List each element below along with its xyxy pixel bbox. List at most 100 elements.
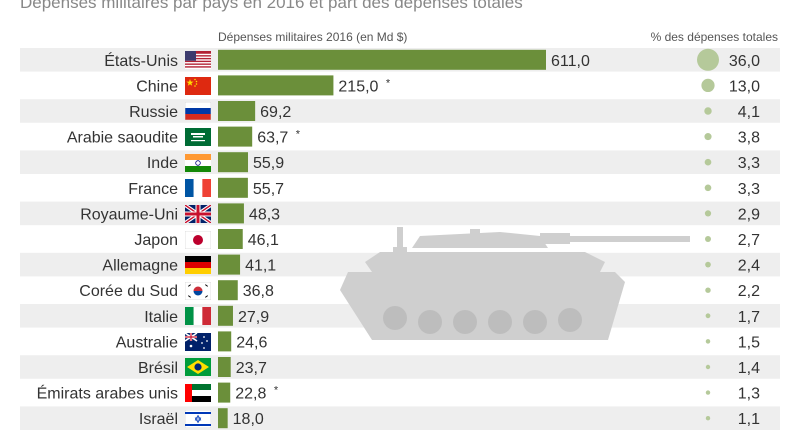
share-value-label: 3,8 [738,130,760,147]
country-label: Inde [147,155,178,172]
country-label: Émirats arabes unis [37,384,178,403]
estimate-marker: * [296,129,301,141]
country-label: États-Unis [104,51,178,70]
share-axis-label: % des dépenses totales [651,30,778,44]
share-bubble [704,235,712,243]
share-value-label: 1,4 [738,360,760,377]
share-value-label: 1,1 [738,411,760,428]
estimate-marker: * [386,77,391,89]
share-bubble [705,390,711,395]
flag-it-icon [185,307,211,325]
share-bubble [697,48,719,71]
country-label: Brésil [138,360,178,377]
share-value-label: 4,1 [738,104,760,121]
flag-de-icon [185,256,211,274]
spending-bar [218,408,228,429]
spending-bar [218,49,546,70]
spending-value-label: 41,1 [245,258,276,275]
flag-br-icon [185,358,211,376]
row-band [20,150,780,174]
share-bubble [705,416,711,421]
share-value-label: 2,2 [738,283,760,300]
country-label: Arabie saoudite [67,130,178,147]
spending-value-label: 46,1 [248,232,279,249]
country-label: Corée du Sud [79,283,178,300]
flag-us-icon [185,51,211,69]
spending-bar [218,75,334,96]
country-label: France [128,181,178,198]
share-bubble [701,78,715,93]
spending-value-label: 69,2 [260,104,291,121]
spending-bar [218,101,256,121]
flag-sa-icon [185,128,211,146]
country-label: Royaume-Uni [80,206,178,223]
spending-value-label: 18,0 [233,411,264,428]
share-bubble [705,364,711,370]
estimate-marker: * [274,385,279,397]
country-label: Japon [134,232,178,249]
bar-axis-label: Dépenses militaires 2016 (en Md $) [218,30,407,44]
share-bubble [704,184,712,192]
spending-value-label: 55,9 [253,155,284,172]
spending-bar [218,331,232,352]
chart-title: Dépenses militaires par pays en 2016 et … [20,0,523,12]
flag-jp-icon [185,231,211,249]
spending-value-label: 215,0 [338,78,378,95]
share-value-label: 1,7 [738,309,760,326]
share-bubble [705,261,711,268]
share-bubble [705,287,711,293]
row-band [20,406,780,430]
spending-value-label: 36,8 [243,283,274,300]
share-value-label: 3,3 [738,181,760,198]
share-bubble [705,339,711,344]
chart-rows: États-Unis 611,0 36,0 Chine 215,0 * 13,0 Russie… [37,48,760,429]
share-value-label: 1,3 [738,386,760,403]
tank-silhouette-icon [340,227,690,340]
share-value-label: 1,5 [738,334,760,351]
spending-bar [218,280,238,301]
share-value-label: 36,0 [729,53,760,70]
share-bubble [704,133,712,141]
spending-bar [218,152,249,173]
spending-value-label: 611,0 [551,53,590,70]
share-bubble [704,107,712,115]
flag-gb-icon [185,205,211,223]
share-bubble [704,158,712,166]
country-label: Chine [136,78,178,95]
spending-value-label: 24,6 [236,334,267,351]
spending-bar [218,357,231,377]
spending-value-label: 55,7 [253,181,284,198]
spending-bar [218,177,248,198]
spending-bar [218,203,244,224]
flag-ru-icon [185,102,211,120]
country-label: Australie [116,334,178,351]
row-band [20,355,780,379]
country-label: Israël [139,411,178,428]
flag-fr-icon [185,179,211,197]
share-value-label: 3,3 [738,155,760,172]
spending-value-label: 27,9 [238,309,269,326]
country-label: Allemagne [102,258,178,275]
share-value-label: 2,7 [738,232,760,249]
share-bubble [704,210,712,217]
flag-au-icon [185,333,211,351]
country-label: Italie [144,309,178,326]
spending-bar [218,229,243,249]
flag-ae-icon [185,384,211,402]
country-label: Russie [129,104,178,121]
flag-il-icon [185,410,211,428]
spending-value-label: 48,3 [249,206,280,223]
spending-bar [218,254,241,275]
share-value-label: 2,9 [738,206,760,223]
flag-in-icon [185,154,211,172]
flag-cn-icon [185,77,211,95]
flag-kr-icon [185,282,211,300]
spending-value-label: 63,7 [257,130,288,147]
share-value-label: 13,0 [729,78,760,95]
spending-bar [218,305,233,326]
spending-value-label: 23,7 [236,360,267,377]
share-bubble [705,313,711,319]
spending-bar [218,126,253,147]
spending-bar [218,382,231,403]
